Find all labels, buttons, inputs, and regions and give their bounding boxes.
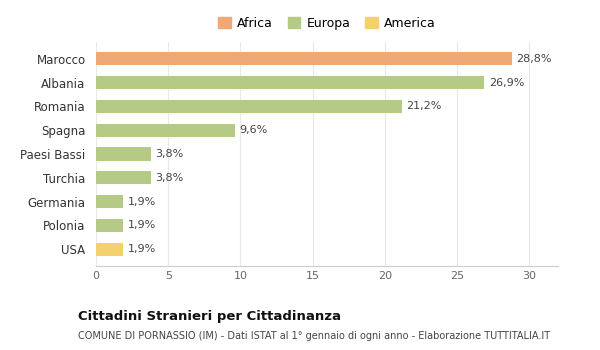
Text: 26,9%: 26,9% [488, 78, 524, 88]
Legend: Africa, Europa, America: Africa, Europa, America [215, 15, 439, 33]
Bar [96, 243, 124, 256]
Bar [96, 147, 151, 161]
Text: 3,8%: 3,8% [155, 149, 184, 159]
Text: 21,2%: 21,2% [406, 102, 442, 111]
Text: 9,6%: 9,6% [239, 125, 267, 135]
Bar [96, 195, 124, 208]
Text: 1,9%: 1,9% [128, 220, 156, 230]
Text: 28,8%: 28,8% [516, 54, 551, 64]
Bar [96, 100, 402, 113]
Bar [96, 219, 124, 232]
Text: 1,9%: 1,9% [128, 197, 156, 206]
Text: 1,9%: 1,9% [128, 244, 156, 254]
Text: Cittadini Stranieri per Cittadinanza: Cittadini Stranieri per Cittadinanza [78, 310, 341, 323]
Text: COMUNE DI PORNASSIO (IM) - Dati ISTAT al 1° gennaio di ogni anno - Elaborazione : COMUNE DI PORNASSIO (IM) - Dati ISTAT al… [78, 331, 550, 341]
Bar [96, 124, 235, 137]
Text: 3,8%: 3,8% [155, 173, 184, 183]
Bar [96, 52, 512, 65]
Bar [96, 171, 151, 184]
Bar [96, 76, 484, 89]
